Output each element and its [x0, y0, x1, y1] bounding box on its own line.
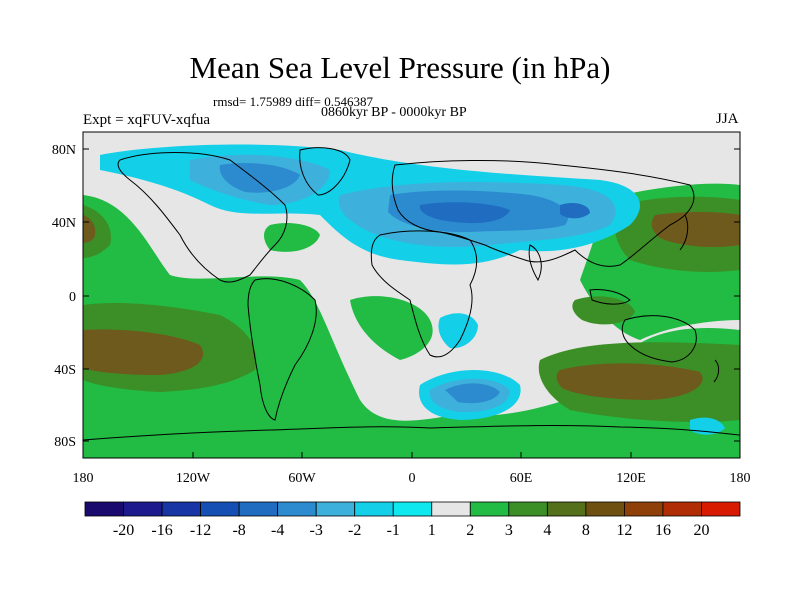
lon-label: 0 [409, 471, 416, 486]
colorbar-swatch [277, 501, 317, 517]
colorbar-swatch [161, 501, 201, 517]
season-label: JJA [716, 111, 739, 127]
colorbar-label: 16 [655, 522, 671, 539]
colorbar-label: -20 [113, 522, 134, 539]
colorbar-label: 8 [582, 522, 590, 539]
colorbar-label: -2 [348, 522, 361, 539]
colorbar-swatch [431, 501, 471, 517]
period-label: 0860kyr BP - 0000kyr BP [321, 105, 467, 120]
lat-label: 0 [69, 290, 76, 305]
lat-label: 40N [52, 216, 76, 231]
colorbar-swatch [354, 501, 394, 517]
lat-label: 80N [52, 143, 76, 158]
colorbar-swatch [392, 501, 433, 517]
colorbar-label: -3 [310, 522, 323, 539]
colorbar-label: 1 [428, 522, 436, 539]
lon-label: 60W [288, 471, 316, 486]
colorbar-swatch [624, 501, 664, 517]
lon-label: 60E [510, 471, 533, 486]
colorbar-label: 2 [466, 522, 474, 539]
colorbar [84, 501, 741, 517]
colorbar-swatch [469, 501, 510, 517]
lon-label: 180 [73, 471, 94, 486]
colorbar-label: -1 [387, 522, 400, 539]
coastlines [83, 147, 740, 441]
negative-level-4 [419, 202, 590, 224]
colorbar-swatch [315, 501, 356, 517]
experiment-label: Expt = xqFUV-xqfua [83, 112, 211, 128]
colorbar-swatch [662, 501, 702, 517]
colorbar-swatch [200, 501, 240, 517]
lon-label: 120W [176, 471, 211, 486]
axis-ticks [83, 148, 740, 458]
lat-label: 80S [54, 435, 76, 450]
colorbar-swatch [546, 501, 587, 517]
colorbar-label: -8 [232, 522, 245, 539]
colorbar-label: 4 [543, 522, 551, 539]
colorbar-label: -16 [151, 522, 172, 539]
colorbar-swatch [123, 501, 163, 517]
map-field [83, 132, 740, 458]
chart-title: Mean Sea Level Pressure (in hPa) [189, 50, 611, 85]
colorbar-labels: -20 -16 -12 -8 -4 -3 -2 -1 1 2 3 4 8 12 16 20 [113, 522, 710, 539]
latitude-labels: 80N 40N 0 40S 80S [52, 143, 76, 450]
colorbar-swatch [84, 501, 124, 517]
colorbar-label: 3 [505, 522, 513, 539]
lon-label: 180 [730, 471, 751, 486]
positive-level-4 [83, 211, 740, 400]
colorbar-label: 20 [693, 522, 709, 539]
lon-label: 120E [616, 471, 646, 486]
colorbar-label: -4 [271, 522, 284, 539]
longitude-labels: 180 120W 60W 0 60E 120E 180 [73, 471, 751, 486]
colorbar-label: -12 [190, 522, 211, 539]
colorbar-label: 12 [616, 522, 632, 539]
colorbar-swatch [585, 501, 625, 517]
lat-label: 40S [54, 363, 76, 378]
colorbar-swatch [701, 501, 741, 517]
stats-label: rmsd= 1.75989 diff= 0.546387 [213, 94, 373, 109]
colorbar-swatch [508, 501, 548, 517]
colorbar-swatch [238, 501, 279, 517]
